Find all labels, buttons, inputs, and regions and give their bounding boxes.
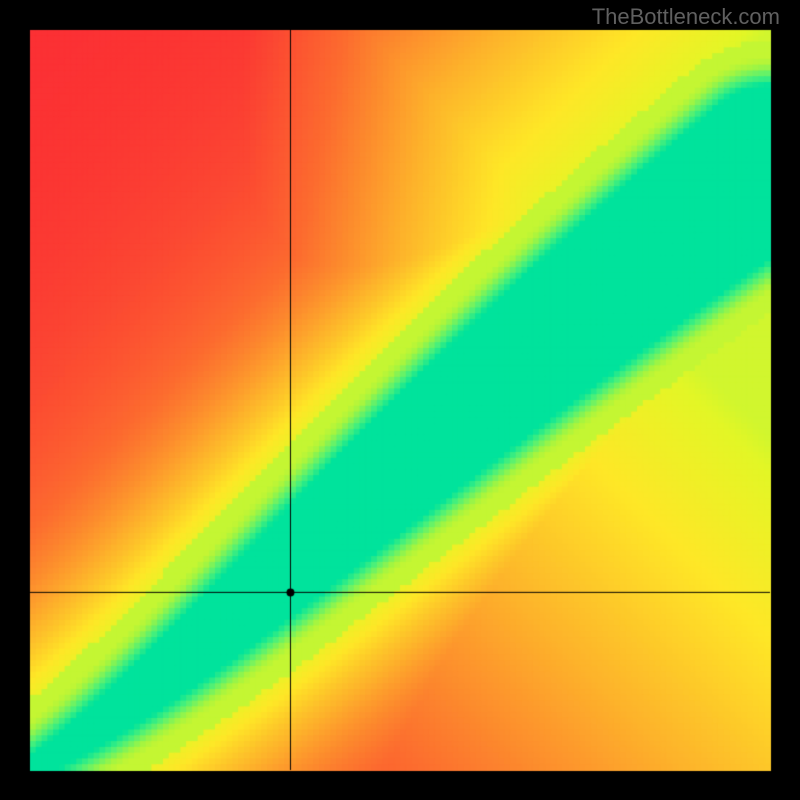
watermark-text: TheBottleneck.com <box>592 4 780 30</box>
bottleneck-heatmap <box>0 0 800 800</box>
